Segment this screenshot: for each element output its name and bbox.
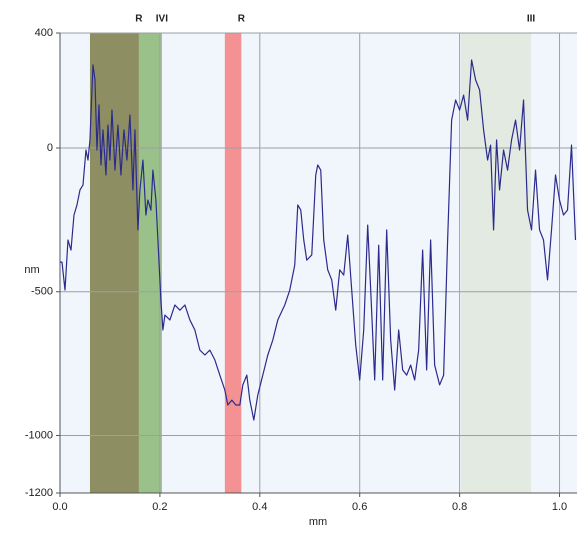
x-tick-label: 0.2 [152,501,167,513]
x-tick-label: 0.8 [452,501,467,513]
y-tick-label: 400 [35,27,53,39]
region-label: R [238,14,246,25]
y-tick-label: 0 [47,142,53,154]
y-tick-label: -1200 [25,487,53,499]
x-tick-label: 0.0 [52,501,67,513]
x-tick-label: 0.4 [252,501,267,513]
x-tick-label: 0.6 [352,501,367,513]
region [224,33,242,493]
region [89,33,139,493]
y-axis-label: nm [24,264,39,276]
x-tick-label: 1.0 [552,501,567,513]
y-tick-label: -500 [31,286,53,298]
y-tick-label: -1000 [25,429,53,441]
region [461,33,532,493]
x-axis-label: mm [309,516,327,528]
region-label: III [527,14,536,25]
region-label: R [135,14,143,25]
profile-line [60,59,577,421]
region-label: IVI [156,14,168,25]
